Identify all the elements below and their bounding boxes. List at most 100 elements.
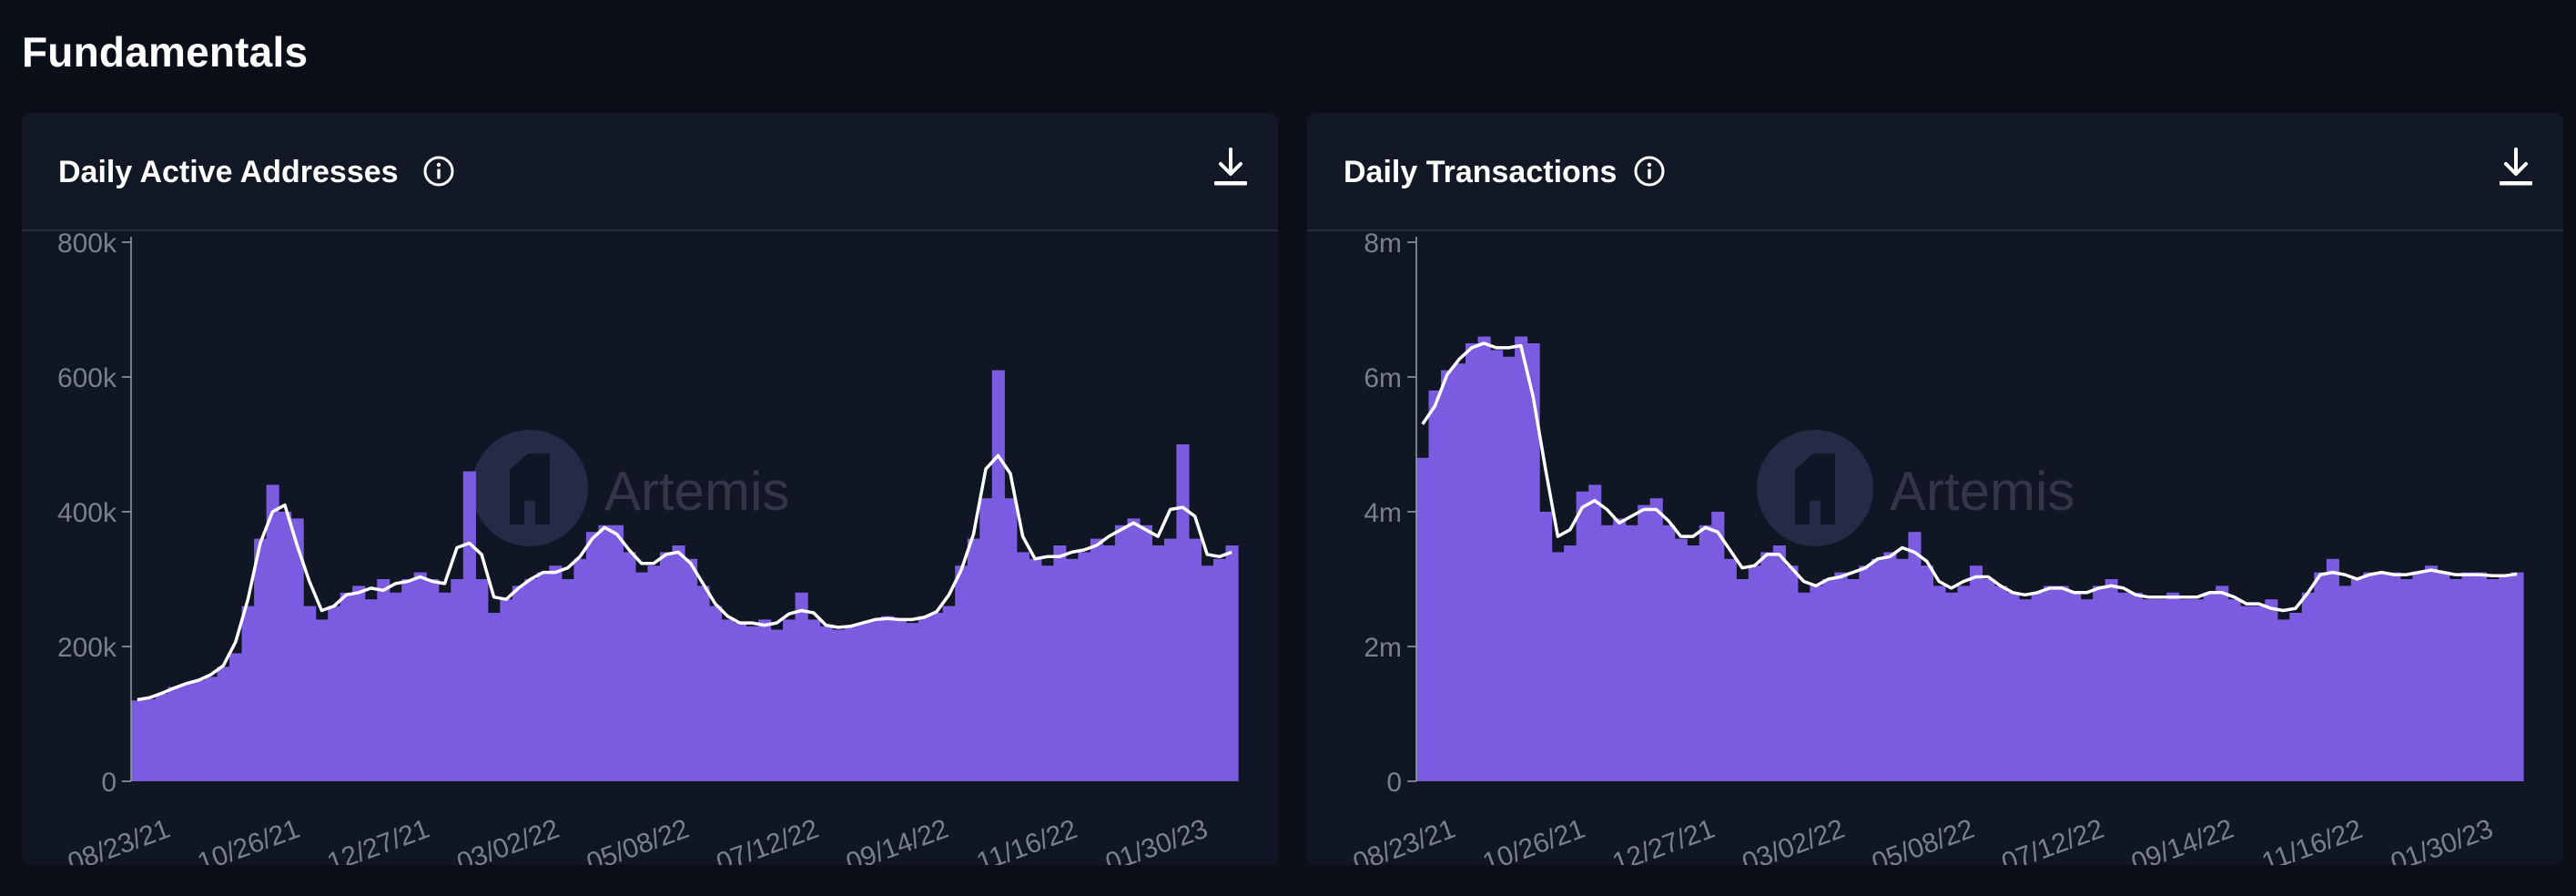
bar — [180, 683, 194, 781]
watermark: Artemis — [1757, 430, 2074, 546]
y-tick-label: 6m — [1364, 363, 1402, 393]
bar — [2055, 585, 2069, 781]
bar — [328, 606, 341, 781]
bar — [1477, 336, 1491, 781]
bar — [573, 558, 587, 781]
download-icon[interactable] — [1211, 146, 1251, 189]
bar — [462, 471, 476, 781]
bar — [2473, 572, 2488, 781]
card-header: Daily Active Addresses — [22, 113, 1278, 231]
download-icon[interactable] — [2496, 146, 2536, 189]
bar — [377, 579, 390, 781]
bar — [2166, 592, 2180, 781]
bar — [1982, 579, 1995, 781]
bar — [1821, 579, 1835, 781]
bar — [955, 565, 969, 781]
bar — [2080, 599, 2094, 781]
bar — [241, 606, 255, 781]
bar — [1576, 491, 1589, 781]
chart-plot: Artemis 0 200k 400k 600k 800k 08/23/21 10/26/21… — [22, 229, 1278, 865]
bar — [192, 680, 206, 781]
watermark-text: Artemis — [604, 461, 789, 522]
bar — [2104, 579, 2118, 781]
bar — [1638, 504, 1651, 781]
bar — [451, 579, 464, 781]
y-tick-label: 0 — [101, 768, 117, 798]
x-tick-label: 11/16/22 — [2258, 814, 2367, 865]
x-tick-label: 10/26/21 — [1479, 814, 1589, 865]
bar — [1674, 538, 1688, 781]
bar — [2350, 579, 2364, 781]
x-tick-label: 01/30/23 — [1101, 814, 1212, 865]
bar — [1428, 390, 1442, 781]
bar — [1078, 552, 1091, 781]
bar — [303, 606, 317, 781]
bar — [2510, 572, 2524, 781]
bar — [745, 626, 759, 781]
bar — [1151, 545, 1165, 781]
bar — [2265, 599, 2278, 781]
bar — [1723, 558, 1737, 781]
bar — [2129, 592, 2143, 781]
bar — [143, 698, 157, 781]
bar — [1846, 579, 1860, 781]
bar — [1748, 565, 1761, 781]
bar — [942, 606, 956, 781]
x-tick-label: 09/14/22 — [842, 814, 952, 865]
bar — [205, 677, 218, 781]
bar — [2424, 565, 2439, 781]
bar — [1441, 370, 1455, 781]
bar — [795, 592, 808, 781]
bar — [1453, 363, 1466, 781]
bar — [696, 585, 710, 781]
bar — [1515, 336, 1528, 781]
bar — [1416, 457, 1430, 781]
bar — [413, 572, 427, 781]
bar — [2375, 572, 2388, 781]
x-tick-label: 10/26/21 — [194, 814, 304, 865]
bar — [1625, 524, 1638, 781]
bar — [2068, 592, 2082, 781]
bar — [1102, 545, 1116, 781]
bar — [1649, 498, 1663, 781]
bar — [2178, 599, 2192, 781]
bar — [500, 599, 513, 781]
bar — [979, 498, 993, 781]
bar — [2449, 579, 2463, 781]
x-tick-label: 07/12/22 — [713, 814, 823, 865]
bar — [647, 565, 661, 781]
x-tick-label: 08/23/21 — [1349, 814, 1459, 865]
artemis-logo-icon — [1757, 430, 1873, 546]
x-tick-label: 01/30/23 — [2387, 814, 2497, 865]
bar — [1944, 592, 1959, 781]
bar — [1834, 572, 1848, 781]
bar — [844, 626, 857, 781]
moving-average-line — [1421, 341, 2518, 613]
bar — [1970, 565, 1983, 781]
bar — [991, 370, 1005, 781]
x-tick-label: 09/14/22 — [2127, 814, 2237, 865]
info-icon[interactable] — [1633, 155, 1666, 188]
bar — [1526, 343, 1540, 781]
info-icon[interactable] — [422, 155, 455, 188]
bar — [1662, 524, 1676, 781]
bar — [536, 572, 550, 781]
card-header: Daily Transactions — [1307, 113, 2563, 231]
bar — [1895, 558, 1910, 781]
bar — [475, 579, 489, 781]
bar — [1883, 552, 1897, 781]
bar — [2289, 613, 2303, 781]
bar — [1908, 532, 1922, 781]
bar — [1932, 585, 1946, 781]
x-tick-label: 03/02/22 — [1739, 814, 1849, 865]
bar — [819, 626, 833, 781]
bar — [167, 687, 181, 781]
bar — [2044, 585, 2057, 781]
bar — [1176, 444, 1190, 781]
moving-average-line — [137, 453, 1232, 702]
bar — [1201, 565, 1214, 781]
bar — [1551, 552, 1565, 781]
bar — [1785, 565, 1799, 781]
bar — [389, 592, 402, 781]
bar — [906, 623, 919, 781]
